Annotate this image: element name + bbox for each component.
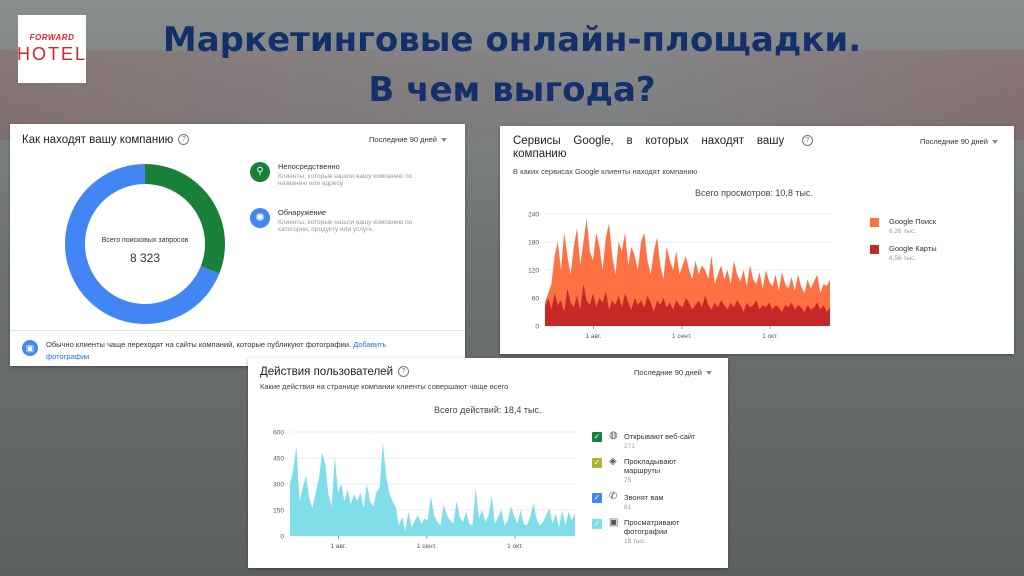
help-icon[interactable]: ? bbox=[801, 135, 813, 146]
y-tick-label: 600 bbox=[273, 430, 284, 437]
google-services-card: Сервисы Google, в которых находят вашу? компа… bbox=[500, 126, 1014, 354]
x-tick-label: 1 окт. bbox=[762, 333, 778, 340]
forward-hotel-logo: FORWARD HOTEL bbox=[17, 15, 88, 83]
legend-google-search: Google Поиск 6,26 тыс. bbox=[889, 217, 937, 235]
add-photos-link[interactable]: Добавить фотографии bbox=[46, 340, 387, 361]
chevron-down-icon bbox=[992, 139, 998, 144]
legend-website: Открывают веб-сайт 271 bbox=[624, 432, 696, 450]
donut-chart: Всего поисковых запросов 8 323 bbox=[65, 164, 226, 324]
slide-title-line2: В чем выгода? bbox=[368, 70, 656, 110]
help-icon[interactable]: ? bbox=[398, 366, 409, 378]
logo-mark: FORWARD bbox=[29, 33, 75, 42]
camera-icon: ▣ bbox=[22, 340, 38, 356]
user-actions-card: Действия пользователей? Какие действия н… bbox=[248, 358, 728, 568]
checkbox-calls[interactable]: ✓ bbox=[592, 493, 602, 503]
card-title: Как находят вашу компанию? bbox=[22, 134, 190, 146]
y-tick-label: 150 bbox=[273, 508, 284, 515]
legend-google-maps: Google Карты 4,56 тыс. bbox=[889, 244, 937, 262]
slide-title-line1: Маркетинговые онлайн-площадки. bbox=[162, 20, 862, 60]
y-tick-label: 450 bbox=[273, 456, 284, 463]
area-series-1 bbox=[545, 218, 830, 326]
x-tick-label: 1 сент. bbox=[417, 543, 437, 550]
card-divider bbox=[10, 330, 465, 331]
globe-icon: ◍ bbox=[609, 430, 618, 441]
period-selector[interactable]: Последние 90 дней bbox=[634, 368, 712, 377]
card-title: Сервисы Google, в которых находят вашу? компа… bbox=[513, 135, 813, 161]
checkbox-directions[interactable]: ✓ bbox=[592, 458, 602, 468]
legend-directions: Прокладывают маршруты 75 bbox=[624, 457, 677, 484]
services-area-chart: 0 60 120 180 240 1 авг. 1 сент. 1 окт. bbox=[528, 212, 830, 340]
photo-tip: Обычно клиенты чаще переходят на сайты к… bbox=[46, 340, 387, 361]
donut-slice-0[interactable] bbox=[145, 164, 226, 274]
period-selector[interactable]: Последние 90 дней bbox=[920, 137, 998, 146]
legend-swatch-maps bbox=[870, 245, 879, 254]
discovery-icon: ✺ bbox=[250, 208, 270, 228]
legend-swatch-search bbox=[870, 218, 879, 227]
y-tick-label: 240 bbox=[528, 212, 539, 219]
x-tick-label: 1 окт. bbox=[507, 543, 523, 550]
area-series-0 bbox=[545, 284, 830, 326]
total-views: Всего просмотров: 10,8 тыс. bbox=[695, 188, 814, 198]
card-title: Действия пользователей? bbox=[260, 366, 409, 378]
legend-calls: Звонят вам 61 bbox=[624, 493, 664, 511]
logo-word: HOTEL bbox=[17, 44, 88, 64]
x-tick-label: 1 авг. bbox=[331, 543, 347, 550]
phone-icon: ✆ bbox=[609, 491, 618, 502]
location-pin-icon: ⚲ bbox=[250, 162, 270, 182]
card-subtitle: Какие действия на странице компании клие… bbox=[260, 382, 509, 391]
y-tick-label: 180 bbox=[528, 240, 539, 247]
chevron-down-icon bbox=[441, 137, 447, 142]
y-tick-label: 300 bbox=[273, 482, 284, 489]
x-tick-label: 1 авг. bbox=[586, 333, 602, 340]
period-selector[interactable]: Последние 90 дней bbox=[369, 135, 447, 144]
y-tick-label: 120 bbox=[528, 268, 539, 275]
chevron-down-icon bbox=[706, 370, 712, 375]
total-actions: Всего действий: 18,4 тыс. bbox=[434, 405, 542, 415]
photo-icon: ▣ bbox=[609, 517, 619, 528]
y-tick-label: 0 bbox=[280, 534, 284, 541]
card-subtitle: В каких сервисах Google клиенты находят … bbox=[513, 167, 698, 176]
y-tick-label: 60 bbox=[532, 296, 540, 303]
donut-center-label: Всего поисковых запросов bbox=[102, 237, 189, 244]
checkbox-photos[interactable]: ✓ bbox=[592, 519, 602, 529]
actions-area-chart: 0 150 300 450 600 1 авг. 1 сент. 1 окт. bbox=[273, 430, 575, 550]
directions-icon: ◈ bbox=[609, 456, 617, 467]
search-sources-card: Как находят вашу компанию? Последние 90 … bbox=[10, 124, 465, 366]
checkbox-website[interactable]: ✓ bbox=[592, 432, 602, 442]
donut-center-value: 8 323 bbox=[130, 251, 160, 265]
area-series-0 bbox=[290, 442, 575, 536]
y-tick-label: 0 bbox=[535, 324, 539, 331]
x-tick-label: 1 сент. bbox=[672, 333, 692, 340]
legend-photos: Просматривают фотографии 18 тыс. bbox=[624, 518, 680, 545]
help-icon[interactable]: ? bbox=[178, 134, 190, 146]
